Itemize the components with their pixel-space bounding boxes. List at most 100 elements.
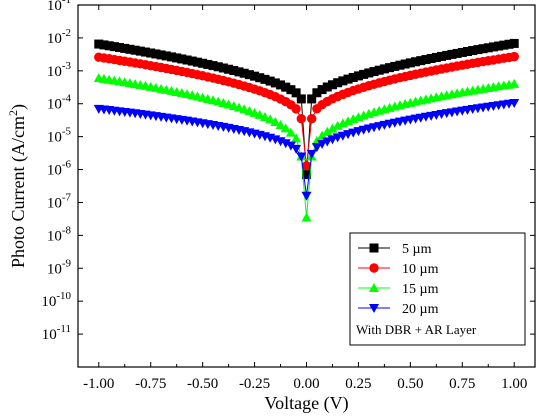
data-point — [379, 64, 389, 74]
data-point — [182, 55, 192, 65]
data-point — [327, 123, 338, 133]
data-point — [198, 58, 208, 68]
data-point — [333, 78, 343, 88]
data-point — [255, 73, 265, 83]
data-point — [94, 39, 104, 49]
data-point — [416, 56, 426, 66]
y-tick-label: 10-6 — [47, 159, 72, 179]
data-point — [296, 152, 307, 162]
data-point — [317, 139, 328, 149]
data-point — [317, 130, 328, 140]
legend-item: 5 µm — [358, 242, 432, 257]
data-point — [135, 46, 145, 56]
data-point — [125, 44, 135, 54]
data-point — [141, 47, 151, 57]
legend-marker — [369, 243, 379, 253]
data-point — [437, 51, 447, 61]
y-tick-label: 10-1 — [47, 0, 71, 14]
data-point — [285, 141, 296, 151]
data-point — [509, 78, 520, 88]
data-point — [208, 61, 218, 71]
y-axis-label: Photo Current (A/cm2) — [6, 104, 29, 268]
data-point — [306, 114, 317, 124]
data-point — [301, 212, 312, 222]
data-point — [359, 69, 369, 79]
data-point — [421, 55, 431, 65]
data-point — [244, 70, 254, 80]
data-point — [270, 78, 280, 88]
data-point — [109, 42, 119, 52]
data-point — [369, 67, 379, 77]
series-3 — [93, 73, 520, 222]
y-tick-label: 10-4 — [47, 93, 72, 113]
data-point — [276, 80, 286, 90]
data-point — [229, 66, 239, 76]
data-point — [322, 137, 333, 147]
data-point — [301, 161, 312, 171]
y-tick-label: 10-5 — [47, 126, 72, 146]
data-point — [213, 62, 223, 72]
data-point — [260, 74, 270, 84]
data-point — [250, 71, 260, 81]
y-axis-label-text: Photo Current (A/cm — [8, 116, 29, 268]
y-axis-label-close: ) — [8, 104, 29, 110]
legend-marker — [369, 263, 379, 273]
data-point — [338, 76, 348, 86]
data-point — [286, 85, 296, 95]
data-point — [509, 51, 519, 62]
data-point — [426, 53, 436, 63]
data-point — [224, 64, 234, 74]
legend-marker — [369, 304, 379, 313]
data-point — [291, 88, 301, 98]
y-tick-label: 10-9 — [47, 257, 72, 277]
x-tick-label: 0.25 — [345, 376, 371, 392]
data-point — [457, 47, 467, 57]
data-point — [254, 109, 265, 119]
data-point — [161, 51, 171, 61]
data-point — [343, 74, 353, 84]
data-point — [385, 63, 395, 73]
data-point — [296, 114, 307, 124]
y-tick-label: 10-10 — [41, 290, 71, 310]
x-tick-label: -0.50 — [187, 376, 218, 392]
data-point — [405, 58, 415, 68]
series-2 — [94, 51, 519, 171]
legend-note: With DBR + AR Layer — [356, 322, 477, 337]
data-point — [411, 57, 421, 67]
x-tick-label: -1.00 — [83, 376, 114, 392]
legend-label: 20 µm — [402, 302, 439, 317]
data-point — [494, 41, 504, 51]
data-point — [291, 144, 302, 154]
series-layer — [93, 38, 520, 222]
axes: -1.00 -0.75 -0.50 -0.25 0.00 0.25 0.50 0.75 1.00… — [41, 0, 535, 392]
data-point — [291, 104, 301, 114]
data-point — [332, 120, 343, 130]
data-point — [156, 50, 166, 60]
data-point — [275, 119, 286, 129]
data-point — [302, 170, 311, 180]
y-tick-label: 10-8 — [47, 224, 72, 244]
data-point — [311, 143, 322, 153]
data-point — [151, 49, 161, 59]
data-point — [104, 41, 114, 51]
data-point — [172, 53, 182, 63]
legend-label: 5 µm — [402, 242, 432, 257]
data-point — [509, 99, 520, 109]
data-point — [348, 72, 358, 82]
data-point — [296, 94, 306, 104]
data-point — [442, 50, 452, 60]
data-point — [317, 85, 327, 95]
legend: 5 µm 10 µm 15 µm 20 µm With DBR + AR Layer — [349, 232, 526, 346]
data-point — [203, 59, 213, 69]
data-point — [301, 191, 312, 201]
data-point — [462, 47, 472, 57]
data-point — [473, 45, 483, 55]
data-point — [234, 67, 244, 77]
data-point — [478, 44, 488, 54]
data-point — [322, 126, 333, 136]
data-point — [285, 127, 296, 137]
data-point — [504, 39, 514, 49]
data-point — [120, 43, 130, 53]
data-point — [488, 42, 498, 52]
legend-label: 15 µm — [402, 282, 439, 297]
